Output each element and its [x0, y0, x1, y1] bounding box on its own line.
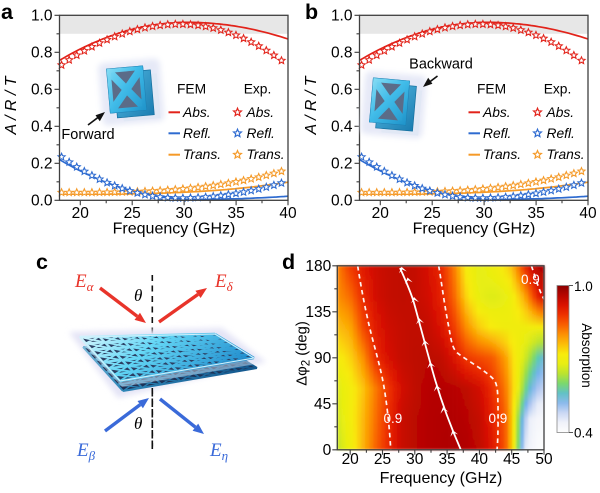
svg-text:0.2: 0.2	[331, 156, 353, 173]
svg-text:1.0: 1.0	[331, 8, 353, 25]
svg-text:a: a	[1, 0, 14, 24]
svg-text:0.6: 0.6	[31, 82, 53, 99]
svg-text:1.0: 1.0	[574, 279, 593, 294]
svg-text:Trans.: Trans.	[483, 147, 521, 162]
svg-text:Refl.: Refl.	[483, 126, 511, 141]
svg-text:Exp.: Exp.	[244, 82, 272, 97]
svg-text:Abs.: Abs.	[482, 105, 511, 120]
svg-text:45: 45	[314, 396, 331, 413]
svg-text:180: 180	[305, 258, 331, 275]
svg-text:Frequency (GHz): Frequency (GHz)	[113, 221, 236, 238]
svg-text:Exp.: Exp.	[544, 82, 572, 97]
svg-text:0.4: 0.4	[574, 426, 593, 441]
svg-text:Abs.: Abs.	[182, 105, 211, 120]
svg-text:40: 40	[579, 205, 597, 222]
svg-text:25: 25	[124, 205, 141, 222]
svg-text:b: b	[305, 0, 318, 24]
svg-text:0.4: 0.4	[31, 119, 53, 136]
svg-text:0.8: 0.8	[331, 45, 353, 62]
svg-text:θ: θ	[134, 286, 142, 305]
svg-text:25: 25	[374, 451, 391, 468]
svg-text:Trans.: Trans.	[183, 147, 221, 162]
svg-text:45: 45	[503, 451, 520, 468]
svg-text:0.0: 0.0	[331, 193, 353, 210]
svg-text:c: c	[36, 250, 48, 274]
svg-text:20: 20	[72, 205, 90, 222]
svg-text:50: 50	[535, 451, 553, 468]
svg-text:Frequency (GHz): Frequency (GHz)	[380, 470, 503, 487]
svg-text:30: 30	[475, 205, 493, 222]
svg-text:20: 20	[372, 205, 390, 222]
svg-text:35: 35	[438, 451, 455, 468]
svg-text:Trans.: Trans.	[247, 147, 285, 162]
svg-text:A / R / T: A / R / T	[303, 75, 320, 135]
svg-text:35: 35	[227, 205, 244, 222]
svg-text:A / R / T: A / R / T	[3, 75, 20, 135]
svg-text:40: 40	[279, 205, 297, 222]
svg-text:θ: θ	[134, 414, 142, 433]
svg-text:0.8: 0.8	[31, 45, 53, 62]
svg-text:Δφ2 (deg): Δφ2 (deg)	[295, 321, 313, 386]
svg-text:0: 0	[323, 442, 332, 459]
svg-text:FEM: FEM	[177, 82, 206, 97]
svg-text:0.4: 0.4	[331, 119, 353, 136]
svg-text:Refl.: Refl.	[183, 126, 211, 141]
svg-text:Abs.: Abs.	[546, 105, 575, 120]
svg-text:Forward: Forward	[61, 127, 114, 143]
svg-text:0.0: 0.0	[31, 193, 53, 210]
svg-text:Trans.: Trans.	[547, 147, 585, 162]
svg-text:0.9: 0.9	[521, 272, 540, 287]
svg-text:35: 35	[527, 205, 544, 222]
svg-text:Backward: Backward	[409, 57, 473, 73]
svg-text:90: 90	[314, 350, 332, 367]
svg-text:Refl.: Refl.	[247, 126, 275, 141]
svg-text:20: 20	[342, 451, 360, 468]
svg-text:Refl.: Refl.	[547, 126, 575, 141]
svg-text:FEM: FEM	[477, 82, 506, 97]
svg-text:25: 25	[424, 205, 441, 222]
svg-text:1.0: 1.0	[31, 8, 53, 25]
svg-text:0.9: 0.9	[489, 411, 508, 426]
svg-text:0.2: 0.2	[31, 156, 53, 173]
svg-text:40: 40	[471, 451, 489, 468]
svg-text:Abs.: Abs.	[246, 105, 275, 120]
svg-text:Absorption: Absorption	[579, 323, 594, 388]
svg-text:d: d	[282, 250, 295, 274]
svg-text:0.9: 0.9	[384, 411, 403, 426]
svg-text:Frequency (GHz): Frequency (GHz)	[413, 221, 536, 238]
svg-text:30: 30	[175, 205, 193, 222]
svg-text:0.6: 0.6	[331, 82, 353, 99]
svg-text:30: 30	[406, 451, 424, 468]
svg-text:135: 135	[305, 304, 331, 321]
